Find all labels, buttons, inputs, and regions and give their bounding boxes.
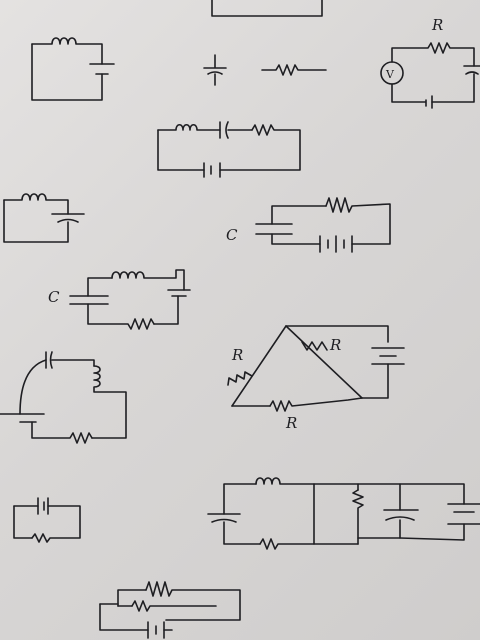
circuit-resistor-triangle: R R R <box>227 325 405 432</box>
inductor-symbol <box>111 269 185 291</box>
capacitor-symbol <box>207 513 241 523</box>
capacitor-symbol <box>69 295 109 305</box>
resistor-label-r: R <box>431 16 443 34</box>
resistor-label-r: R <box>285 414 297 432</box>
resistor-symbol <box>269 397 363 412</box>
battery-symbol <box>391 83 433 109</box>
capacitor-symbol <box>51 213 85 223</box>
battery-symbol <box>37 497 49 515</box>
voltmeter-label: V <box>385 68 395 81</box>
resistor-label-r: R <box>231 346 243 364</box>
capacitor-symbol <box>219 121 253 139</box>
circuit-rv-capacitor: V R <box>380 16 480 109</box>
capacitor-label-c: C <box>48 288 60 306</box>
capacitor-symbol <box>431 65 480 103</box>
resistor-symbol <box>219 124 301 171</box>
resistor-symbol <box>352 489 364 545</box>
circuit-ladder <box>207 477 480 550</box>
voltmeter-symbol <box>380 61 404 85</box>
battery-symbol <box>371 347 405 365</box>
battery-symbol <box>147 621 165 639</box>
circuit-lc-capacitor <box>3 193 85 243</box>
circuit-partial-top <box>211 0 323 17</box>
resistor-symbol <box>145 581 241 621</box>
resistor-symbol <box>325 197 391 245</box>
battery-symbol <box>319 235 353 253</box>
circuit-arc-lc <box>0 351 127 444</box>
inductor-symbol <box>157 123 221 131</box>
battery-symbol <box>0 413 45 423</box>
battery-symbol <box>203 162 221 178</box>
capacitor-symbol <box>45 351 95 369</box>
inductor-symbol <box>31 37 103 65</box>
resistor-symbol <box>131 600 217 612</box>
circuit-two-resistors <box>99 581 241 639</box>
capacitor-symbol <box>255 223 293 235</box>
resistor-label-r: R <box>329 336 341 354</box>
capacitor-label-c: C <box>226 226 238 244</box>
battery-symbol <box>89 63 115 75</box>
resistor-symbol <box>31 421 93 444</box>
inductor-symbol <box>3 193 69 215</box>
capacitor-symbol-standalone <box>203 54 227 86</box>
capacitor-symbol <box>383 509 419 521</box>
resistor-symbol <box>31 505 81 543</box>
inductor-symbol <box>91 365 127 439</box>
circuit-clr-battery: C <box>48 269 191 330</box>
circuit-c-r-battery: C <box>226 197 391 253</box>
circuit-small-battery-r <box>13 497 81 543</box>
resistor-symbol-standalone <box>261 64 327 76</box>
resistor-symbol <box>259 538 315 550</box>
battery-symbol <box>447 503 480 525</box>
circuit-lcr-battery <box>157 121 301 178</box>
resistor-symbol <box>87 303 155 330</box>
battery-symbol <box>167 289 191 297</box>
circuit-lc-battery <box>31 37 115 101</box>
inductor-symbol <box>255 477 315 485</box>
